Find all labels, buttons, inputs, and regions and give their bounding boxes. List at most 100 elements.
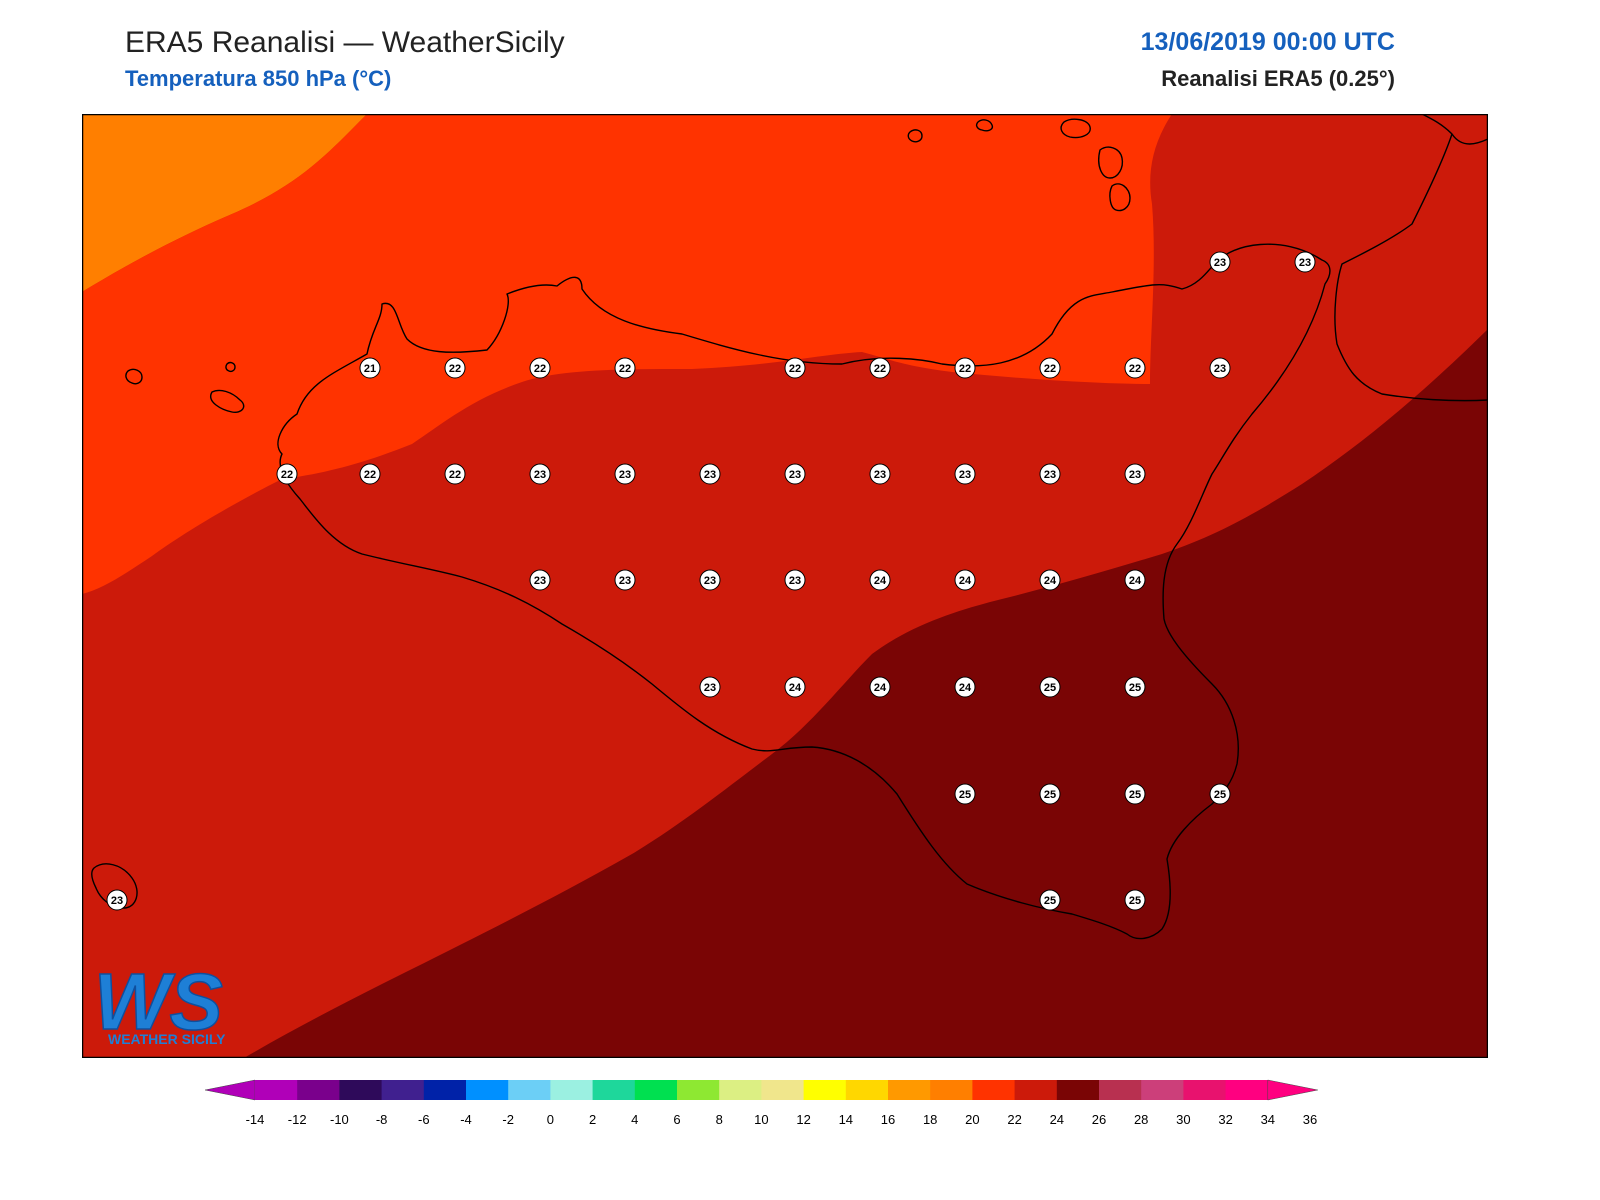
station-dot (359, 463, 381, 485)
station-dot (954, 357, 976, 379)
station-dot (1124, 463, 1146, 485)
station-marker: 23 (614, 463, 636, 485)
station-marker: 22 (276, 463, 298, 485)
station-marker: 22 (614, 357, 636, 379)
station-marker: 24 (954, 676, 976, 698)
temperature-zone-20-22 (82, 114, 1172, 594)
station-marker: 23 (529, 463, 551, 485)
station-marker: 22 (784, 357, 806, 379)
station-value: 23 (789, 469, 801, 481)
station-value: 23 (1044, 469, 1056, 481)
colorbar-tick-label: -12 (288, 1112, 307, 1127)
station-value: 24 (874, 682, 887, 694)
station-value: 22 (449, 469, 461, 481)
station-marker: 25 (1039, 783, 1061, 805)
colorbar-cell (1225, 1080, 1269, 1100)
station-marker: 23 (699, 569, 721, 591)
station-value: 22 (619, 363, 631, 375)
colorbar-tick-label: -14 (246, 1112, 265, 1127)
station-value: 25 (1129, 895, 1141, 907)
colorbar-cell (803, 1080, 847, 1100)
station-marker: 23 (784, 569, 806, 591)
colorbar-cell (550, 1080, 594, 1100)
colorbar-cell (592, 1080, 636, 1100)
station-dot (1124, 676, 1146, 698)
station-dot (1209, 357, 1231, 379)
colorbar-cell (634, 1080, 678, 1100)
colorbar-min-arrow (204, 1079, 256, 1101)
colorbar-cell (466, 1080, 509, 1100)
egadi-island-3 (225, 361, 236, 373)
source-label: Reanalisi ERA5 (0.25°) (1161, 66, 1395, 91)
station-dot (869, 357, 891, 379)
station-marker: 25 (1124, 889, 1146, 911)
station-dot (1209, 783, 1231, 805)
pantelleria-island (91, 863, 138, 909)
colorbar-tick-label: -10 (330, 1112, 349, 1127)
station-value: 22 (874, 363, 886, 375)
station-value: 25 (1214, 789, 1226, 801)
colorbar-tick-label: 28 (1134, 1112, 1148, 1127)
station-value: 24 (959, 575, 972, 587)
station-value: 22 (1044, 363, 1056, 375)
station-dot (954, 569, 976, 591)
station-value: 22 (534, 363, 546, 375)
station-marker: 23 (529, 569, 551, 591)
colorbar-cell (297, 1080, 340, 1100)
colorbar-tick-label: -4 (460, 1112, 472, 1127)
colorbar-cell (1014, 1080, 1058, 1100)
sicily-coastline (277, 243, 1331, 940)
colorbar-tick-label: 34 (1261, 1112, 1275, 1127)
station-marker: 23 (106, 889, 128, 911)
station-value: 23 (789, 575, 801, 587)
logo-text: WEATHER SICILY (108, 1031, 226, 1047)
station-marker: 25 (1039, 676, 1061, 698)
colorbar-tick-label: 8 (716, 1112, 723, 1127)
station-dot (1124, 357, 1146, 379)
station-marker: 25 (954, 783, 976, 805)
colorbar-cell (677, 1080, 720, 1100)
station-value: 22 (281, 469, 293, 481)
station-value: 23 (1129, 469, 1141, 481)
coastline (91, 114, 1488, 940)
station-marker: 22 (869, 357, 891, 379)
colorbar-tick-label: 10 (754, 1112, 768, 1127)
station-value: 21 (364, 363, 376, 375)
colorbar-max-arrow (1267, 1079, 1318, 1101)
colorbar-tick-label: 0 (547, 1112, 554, 1127)
calabria-coastline (1334, 114, 1488, 402)
station-dot (529, 463, 551, 485)
station-marker: 23 (699, 463, 721, 485)
colorbar-tick-label: 22 (1007, 1112, 1021, 1127)
colorbar-cell (845, 1080, 889, 1100)
station-marker: 23 (1209, 357, 1231, 379)
station-value: 23 (534, 469, 546, 481)
colorbar-tick-label: 26 (1092, 1112, 1106, 1127)
aeolian-island-1 (907, 129, 923, 143)
station-dot (954, 676, 976, 698)
egadi-island-1 (125, 368, 143, 385)
station-marker: 22 (359, 463, 381, 485)
station-dot (1039, 463, 1061, 485)
station-dot (106, 889, 128, 911)
colorbar-cell (508, 1080, 551, 1100)
station-dot (444, 463, 466, 485)
aeolian-island-2 (975, 119, 994, 132)
station-marker: 25 (1039, 889, 1061, 911)
colorbar-cell (930, 1080, 973, 1100)
station-value: 24 (1044, 575, 1057, 587)
station-value: 23 (704, 575, 716, 587)
colorbar-tick-label: -6 (418, 1112, 430, 1127)
colorbar-tick-label: 6 (673, 1112, 680, 1127)
station-dot (699, 676, 721, 698)
station-marker: 23 (1124, 463, 1146, 485)
colorbar-tick-label: 14 (839, 1112, 853, 1127)
station-value: 23 (704, 469, 716, 481)
station-marker: 23 (954, 463, 976, 485)
station-dot (276, 463, 298, 485)
colorbar-cell (423, 1080, 467, 1100)
station-dot (869, 463, 891, 485)
station-dot (954, 783, 976, 805)
station-marker: 24 (869, 676, 891, 698)
station-markers: 21 22 22 22 22 22 22 22 22 23 23 23 22 22 22 23 23 23 23 23… (106, 251, 1316, 911)
